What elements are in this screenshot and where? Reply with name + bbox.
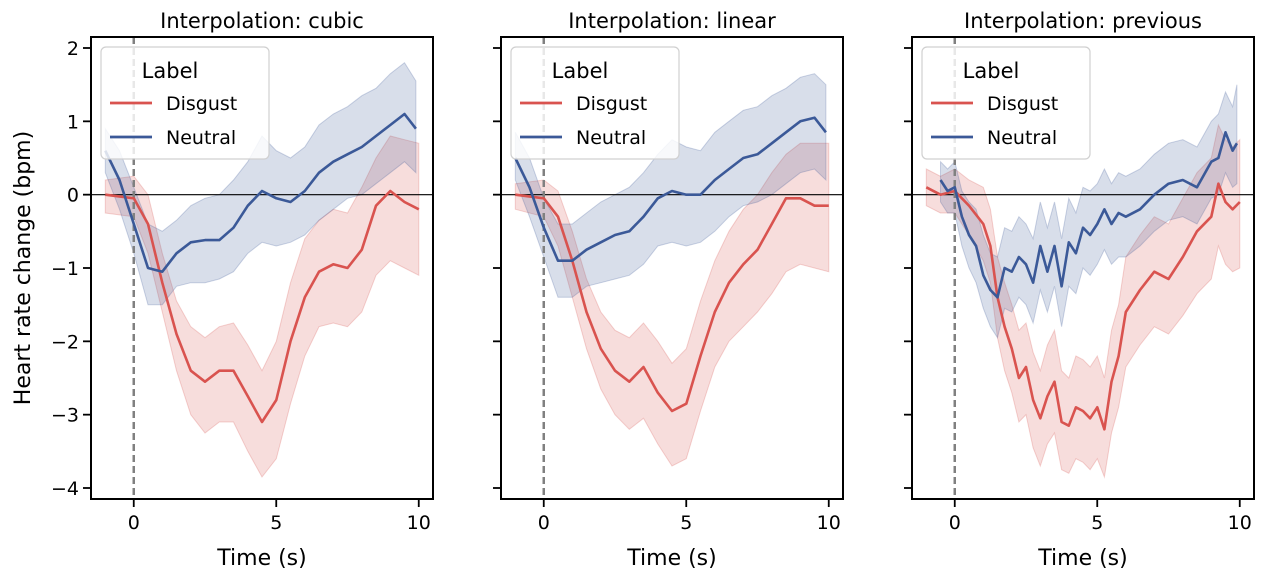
legend-box [921, 46, 1091, 160]
x-tick-label: 5 [1091, 512, 1103, 534]
y-tick-label: 0 [67, 185, 79, 207]
x-tick-label: 5 [270, 512, 282, 534]
legend: Label Disgust Neutral [921, 46, 1091, 160]
panel-title: Interpolation: linear [568, 9, 776, 33]
legend-title: Label [552, 59, 609, 83]
y-tick-label: −3 [51, 405, 79, 427]
y-tick-label: −4 [51, 478, 79, 500]
x-axis-label: Time (s) [1037, 546, 1127, 571]
y-tick-label: −2 [51, 331, 79, 353]
ci-band-disgust [104, 135, 420, 478]
series-line-disgust [515, 193, 829, 413]
y-tick-label: −1 [51, 258, 79, 280]
series-line-disgust [925, 182, 1241, 431]
legend-entry-neutral: Neutral [987, 127, 1057, 149]
series-line-disgust [105, 189, 420, 424]
y-tick-label: 1 [67, 111, 79, 133]
legend-entry-disgust: Disgust [576, 93, 647, 115]
legend: Label Disgust Neutral [510, 46, 680, 160]
legend-title: Label [963, 59, 1020, 83]
legend-box [510, 46, 680, 160]
x-tick-label: 0 [538, 512, 550, 534]
panel-title: Interpolation: cubic [160, 9, 364, 33]
legend-entry-disgust: Disgust [987, 93, 1058, 115]
panel-1: 0 5 10 −4 −3 −2 −1 0 1 2 Interpolation: cubic Time … [51, 9, 434, 571]
legend-entry-disgust: Disgust [166, 93, 237, 115]
x-tick-label: 0 [949, 512, 961, 534]
panels: 0 5 10 −4 −3 −2 −1 0 1 2 Interpolation: cubic Time … [51, 9, 1255, 571]
panel-title: Interpolation: previous [964, 9, 1202, 33]
plot-area [501, 37, 843, 499]
ci-band-disgust [925, 123, 1241, 479]
plot-area [91, 37, 433, 499]
legend: Label Disgust Neutral [100, 46, 270, 160]
panel-2: 0 5 10 Interpolation: linear Time (s) Label Di… [493, 9, 844, 571]
legend-title: Label [142, 59, 199, 83]
legend-box [100, 46, 270, 160]
legend-entry-neutral: Neutral [576, 127, 646, 149]
ci-band-neutral [940, 84, 1238, 339]
series-line-neutral [514, 116, 827, 262]
panel-3: 0 5 10 Interpolation: previous Time (s) Label… [904, 9, 1255, 571]
x-axis-label: Time (s) [626, 546, 716, 571]
x-tick-label: 5 [680, 512, 692, 534]
series-line-neutral [104, 112, 417, 273]
legend-entry-neutral: Neutral [166, 127, 236, 149]
ci-band-neutral [514, 73, 827, 298]
x-tick-label: 10 [817, 512, 841, 534]
y-tick-label: 2 [67, 38, 79, 60]
x-tick-label: 0 [128, 512, 140, 534]
x-tick-label: 10 [1228, 512, 1252, 534]
x-tick-label: 10 [407, 512, 431, 534]
ci-band-disgust [514, 142, 830, 467]
ci-band-neutral [104, 61, 417, 306]
plot-area [912, 37, 1254, 499]
series-line-neutral [939, 131, 1239, 299]
y-axis-label: Heart rate change (bpm) [11, 131, 36, 405]
x-axis-label: Time (s) [216, 546, 306, 571]
